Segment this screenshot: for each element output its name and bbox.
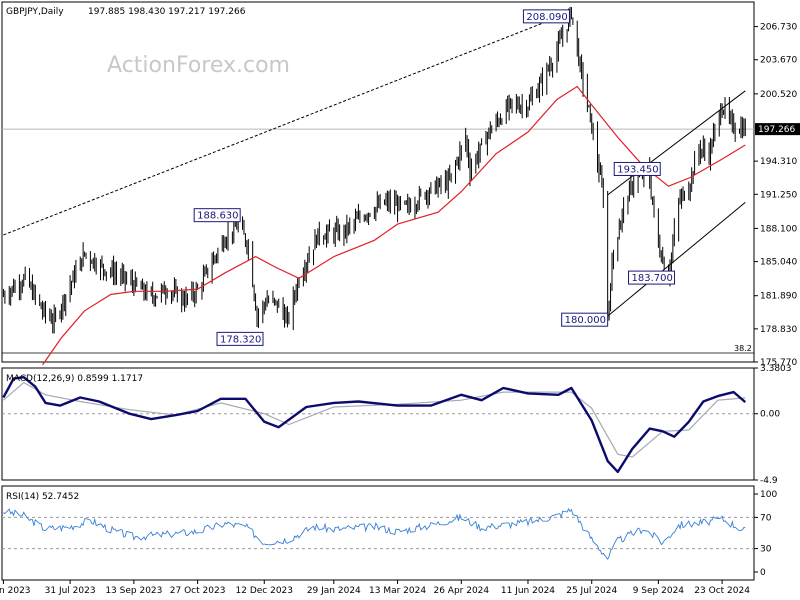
rsi-tick-label: 30 xyxy=(760,545,772,555)
price-annotation-label: 193.450 xyxy=(617,164,658,175)
price-annotation-box xyxy=(561,312,609,327)
y-tick-label: 206.730 xyxy=(760,23,797,33)
x-tick-label: 9 Sep 2024 xyxy=(633,586,685,596)
x-tick-label: 29 Jan 2024 xyxy=(307,586,361,596)
price-annotation-box xyxy=(522,9,570,24)
x-tick-label: 11 Jun 2024 xyxy=(501,586,555,596)
moving-average-line xyxy=(42,85,746,366)
rsi-tick-label: 70 xyxy=(760,513,772,523)
y-tick-label: 181.890 xyxy=(760,292,797,302)
price-annotation-box xyxy=(216,331,264,346)
price-pane: 206.730 203.670 200.520 194.310 191.250 188.1… xyxy=(2,6,800,368)
current-price-tag xyxy=(755,123,800,136)
y-tick-label: 188.100 xyxy=(760,224,797,234)
y-tick-label: 178.830 xyxy=(760,325,797,335)
x-tick-label: 25 Jul 2024 xyxy=(566,586,617,596)
x-tick-label: 27 Oct 2023 xyxy=(170,586,226,596)
price-annotation-label: 180.000 xyxy=(565,315,606,326)
x-tick-label: 13 Mar 2024 xyxy=(369,586,426,596)
price-annotation-box xyxy=(628,270,676,285)
macd-label: MACD(12,26,9) 0.8599 1.1717 xyxy=(6,374,143,384)
y-tick-label: 191.250 xyxy=(760,190,797,200)
y-tick-label: 185.040 xyxy=(760,258,797,268)
price-annotation-box xyxy=(613,161,661,176)
x-tick-label: 13 Sep 2023 xyxy=(105,586,162,596)
macd-pane: 3.3803 0.00 -4.9 xyxy=(2,364,792,486)
macd-tick-label: 0.00 xyxy=(760,410,780,420)
price-annotation-box xyxy=(193,208,241,223)
x-tick-label: 15 Jun 2023 xyxy=(0,586,31,596)
trendline-2 xyxy=(607,202,746,317)
y-tick-label: 175.770 xyxy=(760,358,797,368)
trendline-1 xyxy=(3,11,572,236)
rsi-label: RSI(14) 52.7452 xyxy=(6,492,79,502)
fib-382-label: 38.2 xyxy=(734,344,752,353)
y-tick-label: 194.310 xyxy=(760,157,797,167)
symbol-label: GBPJPY,Daily xyxy=(6,7,64,17)
macd-line xyxy=(2,376,747,474)
x-tick-label: 23 Oct 2024 xyxy=(694,586,750,596)
rsi-tick-label: 0 xyxy=(760,568,766,578)
x-tick-label: 26 Apr 2024 xyxy=(433,586,489,596)
y-tick-label: 203.670 xyxy=(760,56,797,66)
ohlc-label: 197.885 198.430 197.217 197.266 xyxy=(88,7,246,17)
y-tick-label: 200.520 xyxy=(760,90,797,100)
macd-tick-label: -4.9 xyxy=(760,476,778,486)
price-annotation-label: 188.630 xyxy=(197,211,238,222)
rsi-pane: 100 70 30 0 xyxy=(2,490,777,578)
rsi-tick-label: 100 xyxy=(760,490,777,500)
current-price-label: 197.266 xyxy=(758,125,795,135)
x-axis: 15 Jun 2023 31 Jul 2023 13 Sep 2023 27 Oct … xyxy=(0,580,750,596)
price-pane-frame xyxy=(1,1,755,363)
watermark: ActionForex.com xyxy=(107,53,290,78)
price-annotation-label: 208.090 xyxy=(526,12,567,23)
macd-signal-line xyxy=(3,381,746,458)
x-tick-label: 12 Dec 2023 xyxy=(236,586,294,596)
x-tick-label: 31 Jul 2023 xyxy=(45,586,96,596)
price-annotation-label: 183.700 xyxy=(632,273,673,284)
price-annotation-label: 178.320 xyxy=(220,334,261,345)
rsi-line xyxy=(3,508,746,561)
macd-tick-label: 3.3803 xyxy=(760,364,792,374)
macd-pane-frame xyxy=(1,367,755,481)
rsi-pane-frame xyxy=(1,485,755,581)
